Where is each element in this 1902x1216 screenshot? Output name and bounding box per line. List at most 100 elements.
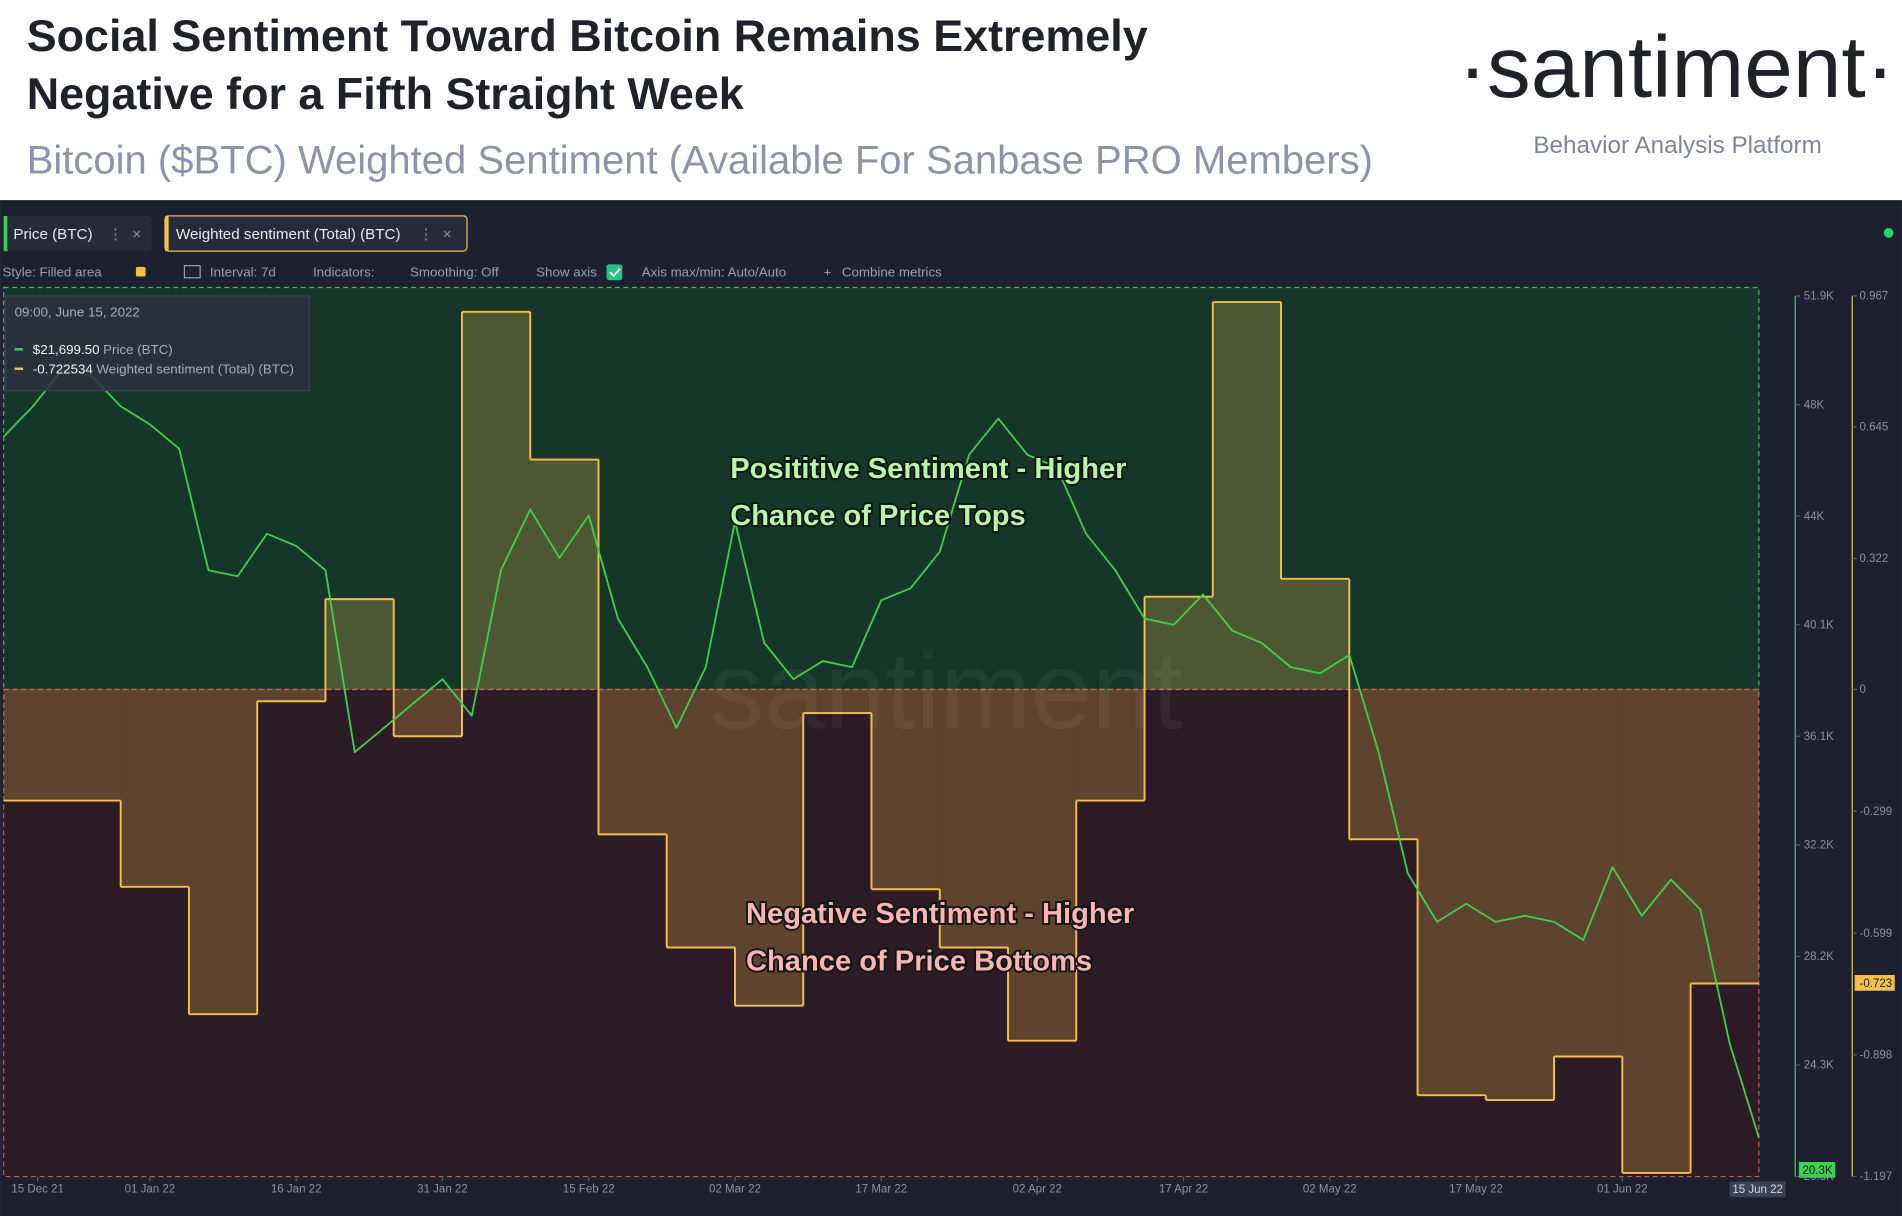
y2-tick-label: 0.967 xyxy=(1860,291,1889,303)
sentiment-area xyxy=(393,689,462,737)
sentiment-area xyxy=(1212,302,1282,690)
y-tick-label: 44K xyxy=(1804,511,1825,523)
toolbar-item[interactable]: Interval: 7d xyxy=(210,265,276,280)
sentiment-area xyxy=(1281,578,1350,690)
tooltip-name: Price (BTC) xyxy=(103,342,173,357)
x-tick-label: 17 Mar 22 xyxy=(855,1183,907,1195)
y2-tick-label: 0.645 xyxy=(1860,422,1889,434)
plus-icon[interactable]: + xyxy=(824,265,832,280)
sentiment-area xyxy=(1417,689,1486,1096)
sentiment-area xyxy=(939,689,1009,948)
y-tick-label: 24.3K xyxy=(1804,1060,1834,1072)
sentiment-area xyxy=(1690,689,1759,984)
x-tick-label: 01 Jun 22 xyxy=(1597,1183,1648,1195)
subtitle: Bitcoin ($BTC) Weighted Sentiment (Avail… xyxy=(27,138,1373,182)
y-badge-label: 20.3K xyxy=(1803,1165,1833,1177)
y-tick-label: 40.1K xyxy=(1804,619,1834,631)
tab-accent xyxy=(164,215,169,252)
sentiment-area xyxy=(257,689,326,702)
sentiment-area xyxy=(188,689,258,1015)
y2-tick-label: -0.299 xyxy=(1860,806,1893,818)
tab-close-icon[interactable]: × xyxy=(132,226,141,243)
x-badge-label: 15 Jun 22 xyxy=(1732,1184,1783,1196)
x-tick-label: 15 Feb 22 xyxy=(563,1183,615,1195)
tooltip-time: 09:00, June 15, 2022 xyxy=(15,305,140,320)
tooltip-name: Weighted sentiment (Total) (BTC) xyxy=(96,362,294,377)
y-tick-label: 28.2K xyxy=(1804,951,1834,963)
sentiment-area xyxy=(666,689,735,948)
sentiment-area xyxy=(1144,596,1213,690)
tab-label[interactable]: Weighted sentiment (Total) (BTC) xyxy=(176,226,401,243)
tab[interactable] xyxy=(3,215,152,252)
x-tick-label: 17 Apr 22 xyxy=(1159,1183,1208,1195)
tab-accent xyxy=(3,215,8,252)
y2-tick-label: -0.898 xyxy=(1860,1050,1893,1062)
interval-icon[interactable] xyxy=(183,265,201,279)
annotation: Posititive Sentiment - Higher xyxy=(730,453,1126,485)
sentiment-area xyxy=(530,459,599,690)
annotation: Chance of Price Tops xyxy=(730,500,1025,532)
y-tick-label: 36.1K xyxy=(1804,731,1834,743)
toolbar-item[interactable]: Style: Filled area xyxy=(2,265,102,280)
tab-close-icon[interactable]: × xyxy=(443,226,452,243)
x-tick-label: 17 May 22 xyxy=(1449,1183,1503,1195)
sentiment-area xyxy=(803,689,872,714)
tooltip-box xyxy=(4,295,310,392)
header-bg xyxy=(0,0,1902,201)
sentiment-area xyxy=(871,689,940,890)
tab-menu-icon[interactable]: ⋮ xyxy=(108,226,123,243)
x-tick-label: 01 Jan 22 xyxy=(125,1183,176,1195)
toolbar-item[interactable]: Show axis xyxy=(536,265,597,280)
x-badge xyxy=(1729,1181,1786,1198)
sentiment-area xyxy=(1008,689,1077,1041)
sentiment-area xyxy=(1622,689,1691,1173)
sentiment-area xyxy=(1554,689,1623,1057)
logo: ·santiment· xyxy=(1458,18,1895,116)
y-tick-label: 51.9K xyxy=(1804,291,1834,303)
tooltip-row: -0.722534 Weighted sentiment (Total) (BTC… xyxy=(33,362,294,377)
checkbox[interactable] xyxy=(606,264,623,281)
x-tick-label: 31 Jan 22 xyxy=(417,1183,468,1195)
title-line: Negative for a Fifth Straight Week xyxy=(27,68,744,119)
tab-label[interactable]: Price (BTC) xyxy=(13,226,92,243)
color-swatch[interactable] xyxy=(135,266,146,277)
sentiment-area xyxy=(598,689,667,835)
x-tick-label: 02 Apr 22 xyxy=(1013,1183,1062,1195)
tooltip-value: $21,699.50 xyxy=(33,342,100,357)
status-dot xyxy=(1883,228,1894,238)
watermark: santiment xyxy=(710,630,1183,752)
sentiment-area xyxy=(461,311,531,690)
toolbar-item[interactable]: Indicators: xyxy=(313,265,374,280)
y-tick-label: 48K xyxy=(1804,399,1825,411)
y2-tick-label: -1.197 xyxy=(1860,1171,1893,1183)
x-tick-label: 16 Jan 22 xyxy=(271,1183,322,1195)
tooltip-row: $21,699.50 Price (BTC) xyxy=(33,342,173,357)
sentiment-area xyxy=(1349,689,1418,840)
sentiment-area xyxy=(325,599,394,690)
sentiment-area xyxy=(120,689,189,887)
tab-menu-icon[interactable]: ⋮ xyxy=(419,226,434,243)
annotation: Chance of Price Bottoms xyxy=(746,945,1092,977)
y2-badge xyxy=(1854,975,1895,991)
y2-tick-label: -0.599 xyxy=(1860,928,1893,940)
toolbar-item[interactable]: Smoothing: Off xyxy=(410,265,499,280)
toolbar-item[interactable]: Axis max/min: Auto/Auto xyxy=(642,265,786,280)
sentiment-area xyxy=(1076,689,1145,801)
y2-tick-label: 0 xyxy=(1860,684,1866,696)
sentiment-area xyxy=(1485,689,1555,1101)
checkmark xyxy=(609,268,621,278)
y-tick-label: 32.2K xyxy=(1804,840,1834,852)
y2-tick-label: 0.322 xyxy=(1860,553,1889,565)
x-tick-label: 02 Mar 22 xyxy=(709,1183,761,1195)
price-line xyxy=(3,368,1760,1138)
y2-badge-label: -0.723 xyxy=(1860,978,1893,990)
sentiment-area xyxy=(734,689,804,1006)
y-badge xyxy=(1798,1162,1836,1178)
tagline: Behavior Analysis Platform xyxy=(1533,132,1821,159)
toolbar-item[interactable]: Combine metrics xyxy=(842,265,942,280)
tooltip-value: -0.722534 xyxy=(33,362,94,377)
x-tick-label: 15 Dec 21 xyxy=(11,1183,64,1195)
annotation: Negative Sentiment - Higher xyxy=(746,898,1134,930)
x-tick-label: 02 May 22 xyxy=(1303,1183,1357,1195)
